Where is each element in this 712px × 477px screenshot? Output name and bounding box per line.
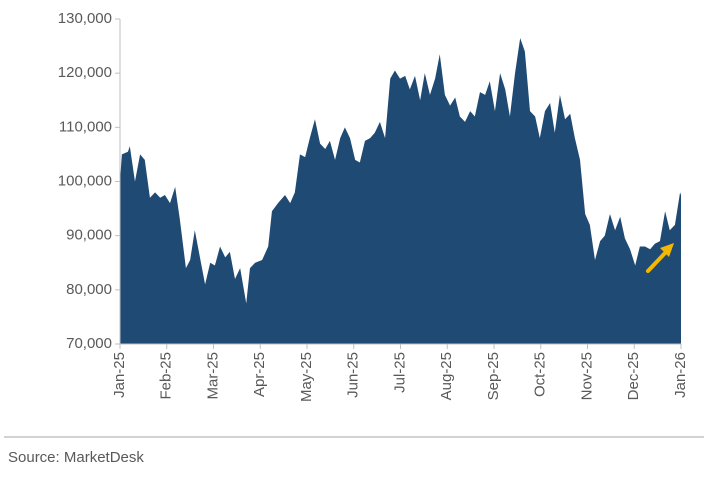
source-note: Source: MarketDesk: [8, 449, 144, 466]
x-tick-label: Jan-25: [111, 352, 128, 398]
arrow-shaft: [646, 250, 668, 273]
y-tick-label: 70,000: [66, 335, 112, 352]
x-tick-label: Jul-25: [391, 352, 408, 393]
x-tick-label: Mar-25: [204, 352, 221, 400]
x-tick-label: Dec-25: [625, 352, 642, 400]
x-tick-label: Apr-25: [251, 352, 268, 397]
x-tick-label: Sep-25: [485, 352, 502, 400]
y-tick-label: 90,000: [66, 227, 112, 244]
y-tick-label: 130,000: [58, 10, 112, 27]
x-tick-label: Jun-25: [345, 352, 362, 398]
y-tick-label: 120,000: [58, 64, 112, 81]
x-tick-label: Feb-25: [158, 352, 175, 400]
y-tick-label: 100,000: [58, 172, 112, 189]
x-tick-label: May-25: [298, 352, 315, 402]
y-tick-label: 110,000: [59, 118, 112, 135]
y-tick-label: 80,000: [66, 281, 112, 298]
annotation-arrow: [646, 243, 674, 273]
x-tick-label: Jan-26: [672, 352, 689, 398]
x-tick-label: Oct-25: [532, 352, 549, 397]
plot-area: 70,000 80,000 90,000 100,000 110,000 120,000 1…: [58, 10, 689, 402]
arrow-head: [660, 243, 674, 257]
x-tick-label: Aug-25: [438, 352, 455, 400]
x-tick-label: Nov-25: [578, 352, 595, 400]
area: [120, 37, 681, 345]
